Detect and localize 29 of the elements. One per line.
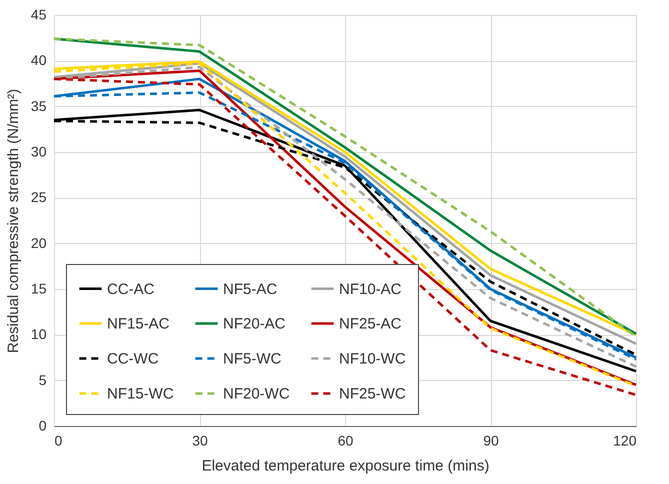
legend-label: NF20-WC	[223, 386, 290, 402]
y-tick-label: 0	[38, 418, 47, 434]
x-tick-label: 0	[54, 432, 62, 448]
y-tick-label: 20	[30, 234, 47, 251]
x-tick-label: 30	[192, 432, 208, 448]
x-axis-title: Elevated temperature exposure time (mins)	[202, 458, 490, 474]
x-tick-label: 90	[483, 432, 499, 448]
y-tick-label: 15	[30, 280, 47, 296]
legend-label: CC-AC	[107, 280, 155, 298]
legend-label: NF15-AC	[107, 316, 170, 332]
y-tick-label: 35	[30, 98, 47, 114]
y-axis-title: Residual compressive strength (N/mm²)	[4, 88, 22, 354]
legend-label: NF25-WC	[339, 386, 406, 402]
legend-label: NF20-AC	[223, 316, 286, 332]
y-tick-label: 45	[30, 6, 47, 22]
legend-label: NF10-AC	[339, 280, 402, 298]
legend-label: NF5-WC	[223, 350, 282, 368]
legend-label: NF25-AC	[339, 316, 402, 332]
legend-label: CC-WC	[107, 350, 159, 368]
legend-label: NF15-WC	[107, 386, 174, 402]
y-tick-label: 10	[30, 326, 47, 342]
x-tick-label: 120	[613, 432, 637, 448]
y-tick-label: 30	[30, 144, 47, 160]
y-tick-label: 40	[30, 52, 47, 68]
y-tick-label: 5	[38, 372, 47, 388]
y-tick-label: 25	[30, 189, 47, 206]
x-tick-label: 60	[338, 432, 354, 448]
legend-label: NF5-AC	[223, 280, 278, 298]
legend-label: NF10-WC	[339, 350, 406, 368]
